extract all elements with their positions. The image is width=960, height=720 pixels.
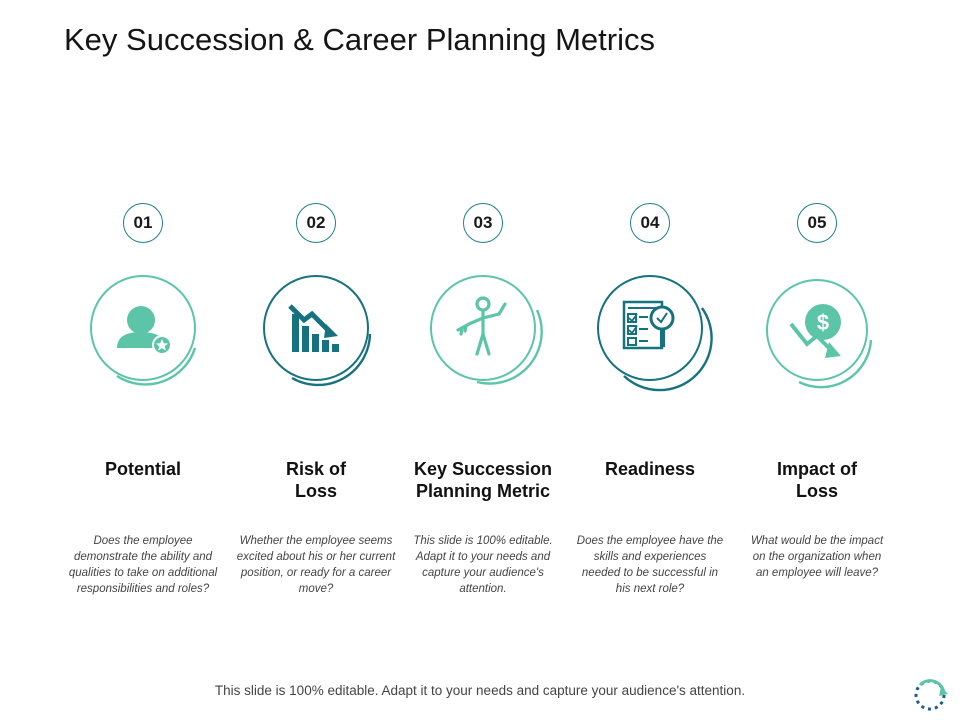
- number-badge: 03: [463, 203, 503, 243]
- metric-heading: Readiness: [604, 459, 696, 479]
- icon-ring: [73, 268, 213, 408]
- metric-description: Does the employee have the skills and ex…: [576, 535, 724, 595]
- number-badge: 05: [797, 203, 837, 243]
- person-star-icon: [117, 306, 172, 355]
- metric-column-risk-of-loss: 02 Risk of Loss Whether the employee see…: [231, 0, 401, 720]
- metric-description: This slide is 100% editable. Adapt it to…: [413, 535, 553, 595]
- metric-description: What would be the impact on the organiza…: [750, 535, 884, 579]
- metric-heading: Key Succession Planning Metric: [413, 459, 553, 501]
- metric-heading: Impact of Loss: [776, 459, 857, 501]
- metric-column-key-succession: 03 Key Succession Planning Metric This s…: [398, 0, 568, 720]
- svg-text:$: $: [817, 310, 829, 335]
- footer-note: This slide is 100% editable. Adapt it to…: [214, 683, 746, 698]
- icon-ring: [246, 268, 386, 408]
- metric-heading: Risk of Loss: [285, 459, 346, 501]
- icon-ring: $: [747, 268, 887, 408]
- declining-chart-icon: [288, 304, 339, 352]
- cycle-arrow-icon: [908, 674, 952, 714]
- metric-description: Does the employee demonstrate the abilit…: [68, 535, 218, 595]
- checklist-magnifier-icon: [622, 300, 675, 350]
- dollar-loss-icon: $: [789, 304, 841, 358]
- number-badge: 01: [123, 203, 163, 243]
- icon-ring: [413, 268, 553, 408]
- page-title: Key Succession & Career Planning Metrics: [64, 22, 655, 57]
- person-holding-key-icon: [456, 296, 507, 356]
- number-badge: 02: [296, 203, 336, 243]
- metric-column-readiness: 04 Readiness Does the employee have: [565, 0, 735, 720]
- metric-heading: Potential: [104, 459, 181, 479]
- metric-column-impact-of-loss: 05 $ Impact of Loss What would be the im…: [732, 0, 902, 720]
- number-badge: 04: [630, 203, 670, 243]
- icon-ring: [580, 268, 720, 408]
- metric-description: Whether the employee seems excited about…: [236, 535, 396, 595]
- metric-column-potential: 01 Potential Does the employee demonstra…: [58, 0, 228, 720]
